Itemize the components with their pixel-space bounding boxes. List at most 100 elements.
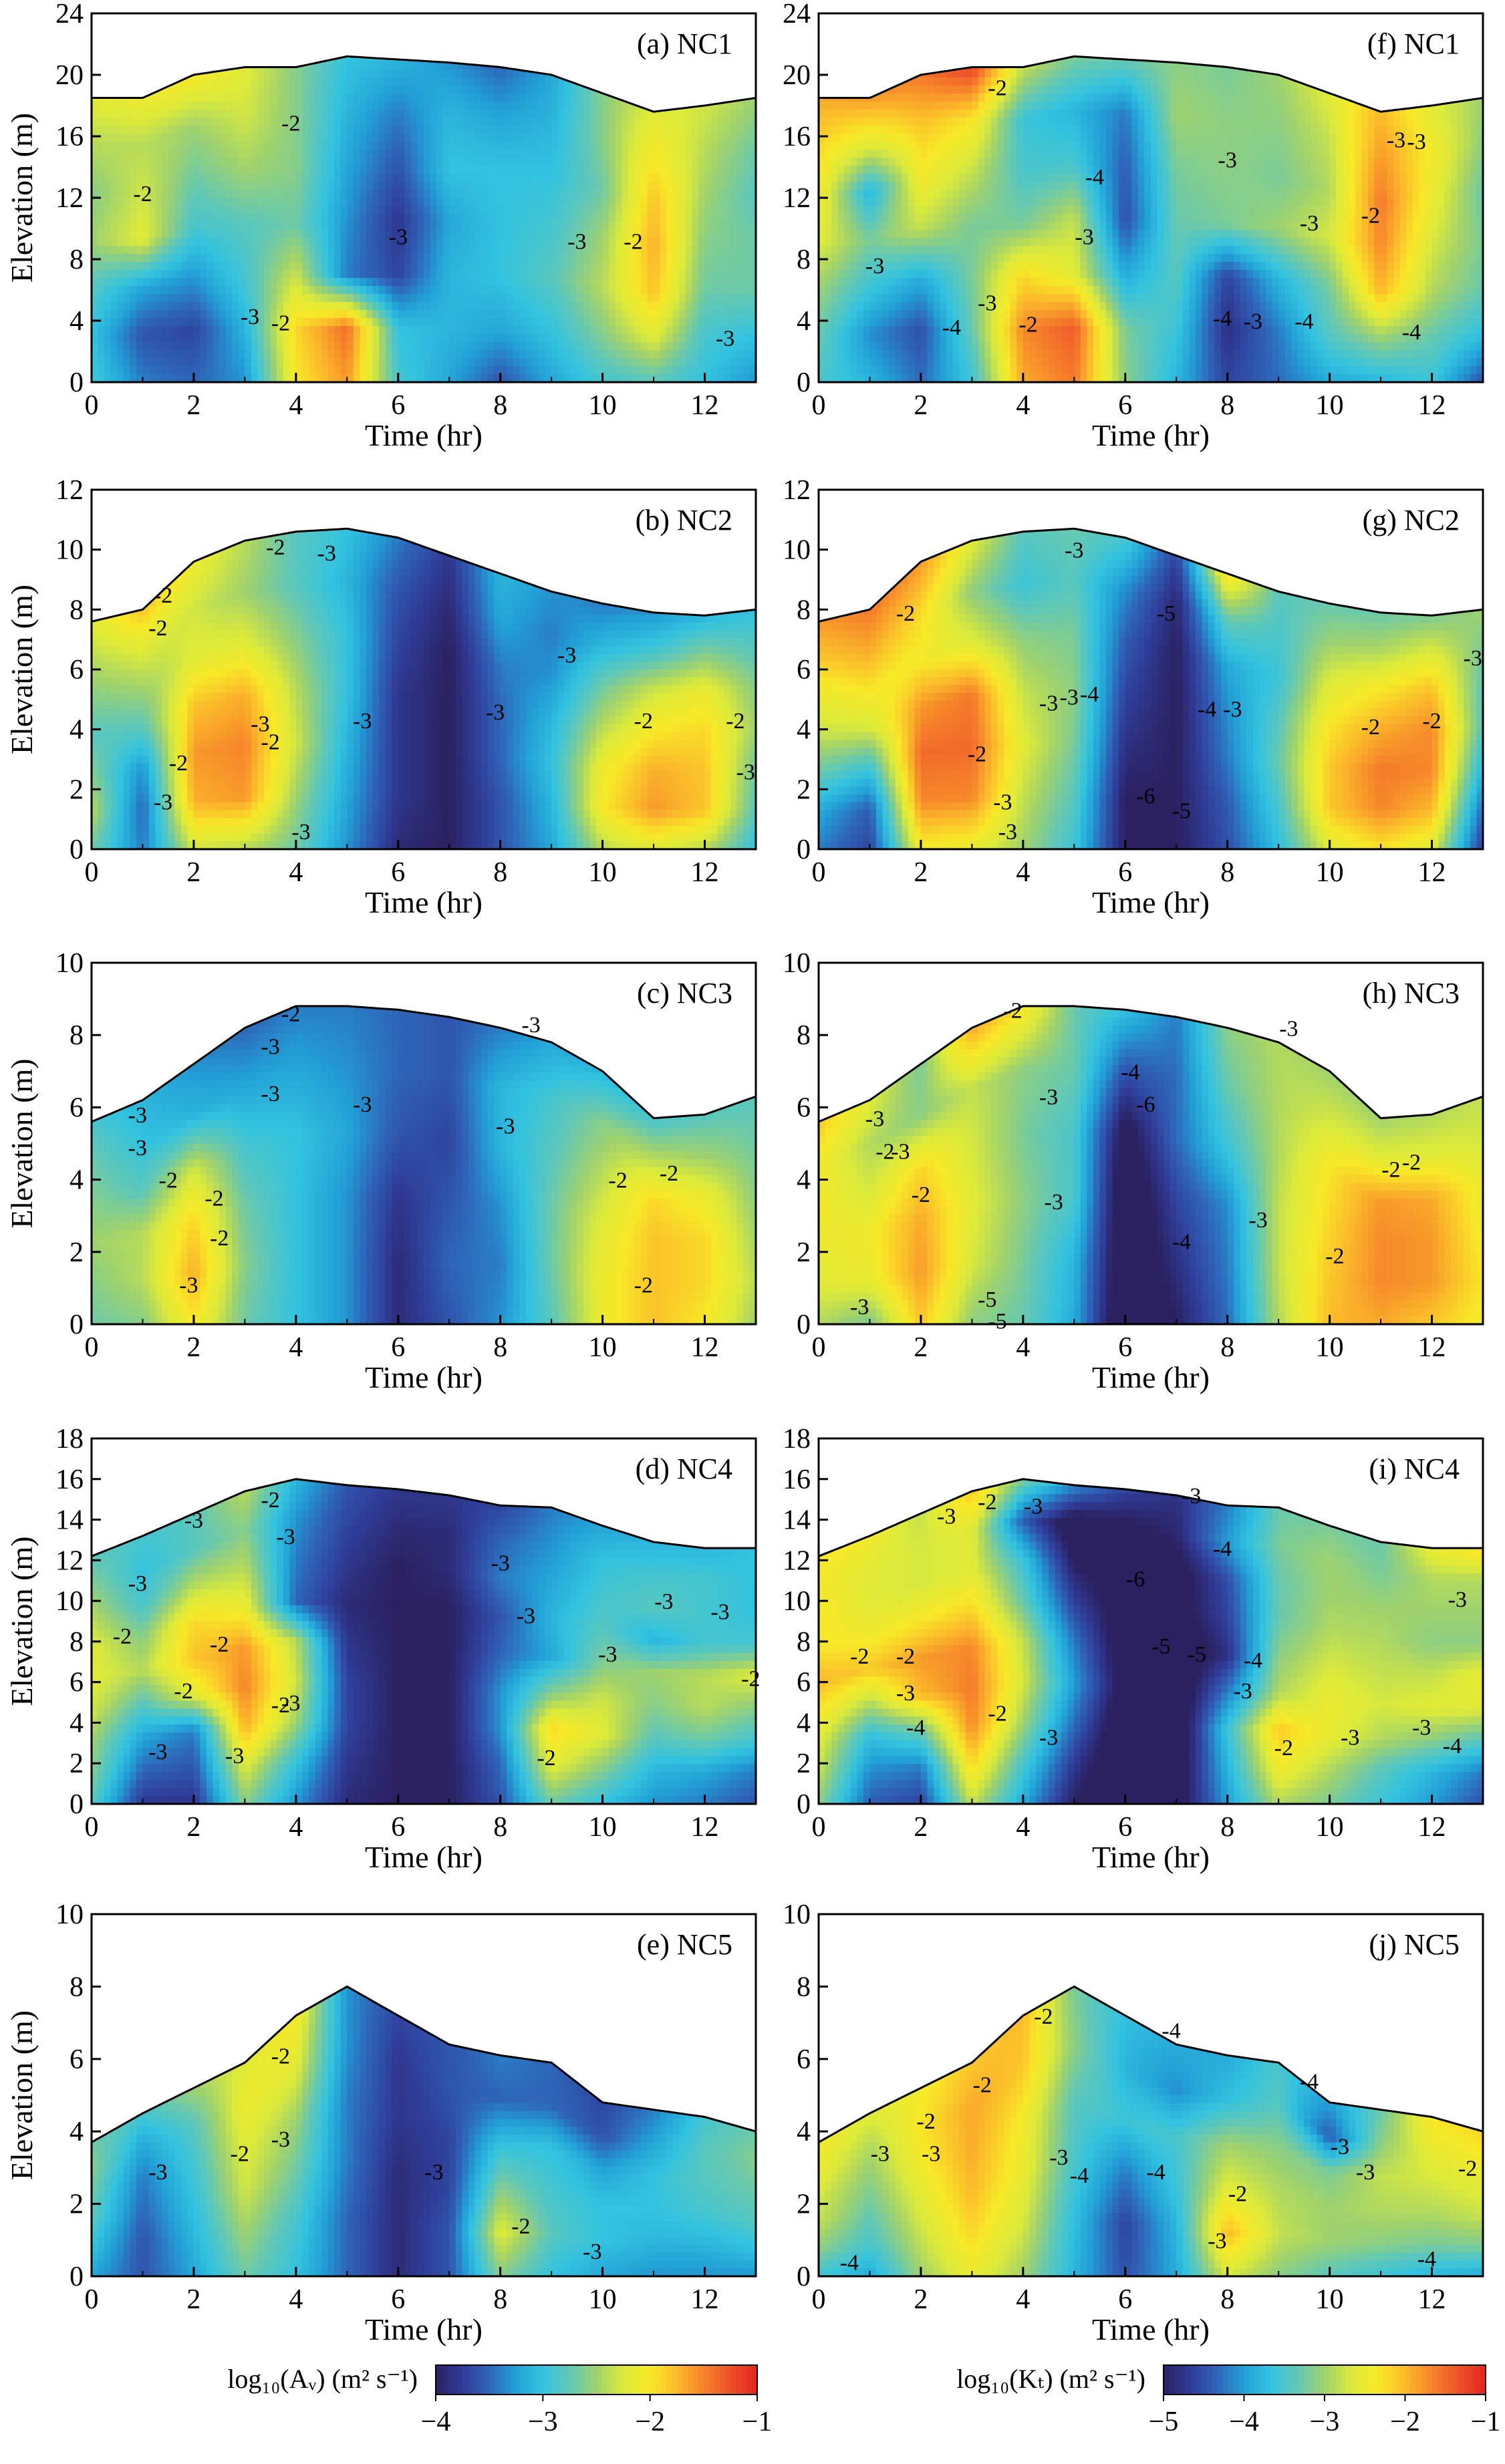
contour-label: -2 — [537, 1746, 555, 1770]
y-tick-label: 8 — [70, 1020, 84, 1051]
contour-label: -3 — [1045, 1190, 1063, 1215]
x-tick-label: 12 — [691, 1332, 719, 1363]
contour-label: -2 — [973, 2073, 992, 2098]
contour-label: -3 — [148, 1740, 167, 1764]
contour-label: -2 — [660, 1161, 678, 1186]
contour-label: -2 — [271, 1693, 290, 1718]
contour-label: -4 — [942, 315, 961, 340]
panel-j: -2-2-2-3 -3 -3-4 -4-4-4-3-3 -2-2-3-4 -4(j) NC… — [783, 1899, 1484, 2346]
contour-label: -4 — [1244, 1648, 1262, 1673]
contour-label: -3 — [993, 790, 1012, 814]
contour-label: -2 — [148, 616, 167, 641]
x-tick-label: 0 — [85, 857, 99, 888]
y-tick-label: 8 — [797, 1020, 811, 1051]
contour-label: -2 — [1422, 709, 1441, 734]
contour-label: -3 — [1075, 225, 1093, 250]
contour-label: -3 — [1039, 1085, 1058, 1110]
contour-label: -3 — [276, 1525, 295, 1549]
y-tick-label: 12 — [55, 183, 84, 214]
colorbar-frame — [435, 2364, 758, 2395]
y-tick-label: 0 — [70, 1789, 84, 1820]
colorbar-label: log₁₀(Aᵥ) (m² s⁻¹) — [227, 2364, 418, 2394]
contour-label: -2 — [634, 1273, 653, 1298]
contour-label: -3 — [896, 1681, 915, 1706]
x-tick-label: 2 — [186, 857, 200, 888]
colorbar-tick-label: −4 — [421, 2407, 451, 2437]
x-tick-label: 6 — [1118, 2284, 1132, 2315]
x-tick-label: 8 — [1220, 857, 1234, 888]
y-tick-label: 4 — [70, 2117, 84, 2147]
contour-label: -2 — [912, 1183, 930, 1207]
x-tick-label: 2 — [914, 2284, 928, 2315]
contour-label: -3 — [978, 291, 996, 315]
panel-title: (g) NC2 — [1363, 504, 1460, 536]
contour-label: -5 — [1188, 1642, 1206, 1667]
plot-frame — [817, 1913, 1484, 2278]
contour-label: -4 — [1070, 2163, 1089, 2188]
contour-label: -3 — [1412, 1716, 1431, 1740]
y-tick-label: 0 — [70, 1310, 84, 1340]
contour-label: -3 — [1356, 2160, 1375, 2185]
heatmap-field — [819, 1986, 1483, 2276]
x-tick-label: 10 — [589, 2284, 617, 2315]
contour-label: -2 — [271, 2044, 290, 2068]
surface-line — [818, 1478, 1483, 1557]
x-tick-label: 8 — [1220, 1812, 1234, 1843]
contour-label: -2 — [1361, 203, 1380, 228]
y-tick-label: 4 — [797, 715, 811, 746]
x-tick-label: 12 — [1418, 1812, 1446, 1843]
x-tick-label: 4 — [1016, 390, 1030, 421]
colorbar-tick-label: −1 — [1471, 2407, 1501, 2437]
y-tick-label: 4 — [70, 715, 84, 746]
contour-label: -4 — [1161, 2018, 1180, 2043]
x-tick-label: 8 — [493, 390, 507, 421]
contour-label: -3 — [1300, 211, 1319, 236]
x-tick-label: 12 — [691, 390, 719, 421]
contour-label: -3 — [1279, 1016, 1298, 1041]
x-tick-label: 10 — [589, 390, 617, 421]
y-tick-label: 18 — [783, 1424, 811, 1454]
contour-label: -3 — [261, 1082, 279, 1106]
contour-label: -2 — [896, 1644, 915, 1669]
contour-label: -4 — [1085, 165, 1104, 190]
contour-label: -2 — [231, 2142, 249, 2167]
contour-label: -3 — [598, 1642, 617, 1667]
x-axis-label: Time (hr) — [365, 2312, 483, 2346]
y-tick-label: 2 — [797, 774, 811, 805]
y-tick-label: 0 — [70, 2262, 84, 2292]
heatmap-field — [92, 56, 756, 383]
contour-label: -5 — [1172, 799, 1191, 824]
contour-label: -3 — [1039, 1726, 1058, 1750]
contour-label: -3 — [1341, 1726, 1359, 1750]
contour-label: -3 — [225, 1744, 244, 1768]
contour-label: -5 — [978, 1287, 996, 1312]
contour-label: -4 — [1198, 697, 1216, 722]
x-tick-label: 0 — [85, 1332, 99, 1363]
y-tick-label: 4 — [70, 1708, 84, 1738]
heatmap-field — [92, 1986, 756, 2276]
x-tick-label: 8 — [493, 1812, 507, 1843]
x-axis-label: Time (hr) — [365, 1360, 483, 1394]
surface-line — [818, 1985, 1484, 2143]
colorbar-av: log₁₀(Aᵥ) (m² s⁻¹)−4 −3 −2 −1 — [227, 2364, 772, 2437]
x-tick-label: 10 — [1316, 1332, 1344, 1363]
x-tick-label: 0 — [85, 390, 99, 421]
contour-label: -5 — [1157, 601, 1176, 626]
contour-label: -3 — [148, 2160, 167, 2185]
y-tick-label: 10 — [783, 535, 811, 566]
y-tick-label: 24 — [783, 0, 811, 29]
contour-label: -3 — [1218, 148, 1237, 173]
contour-label: -2 — [261, 1488, 279, 1513]
x-tick-label: 6 — [1118, 1812, 1132, 1843]
y-axis-label: Elevation (m) — [5, 1058, 39, 1228]
contour-label: -3 — [1464, 646, 1482, 671]
x-tick-label: 8 — [1220, 2284, 1234, 2315]
y-tick-label: 6 — [797, 655, 811, 685]
y-tick-label: 2 — [797, 1748, 811, 1779]
y-tick-label: 6 — [797, 2044, 811, 2075]
contour-label: -2 — [988, 1701, 1006, 1726]
contour-label: -3 — [865, 1107, 884, 1132]
y-tick-label: 10 — [783, 948, 811, 979]
contour-label: -3 — [521, 1013, 540, 1038]
colorbar-tick-label: −2 — [1390, 2407, 1420, 2437]
